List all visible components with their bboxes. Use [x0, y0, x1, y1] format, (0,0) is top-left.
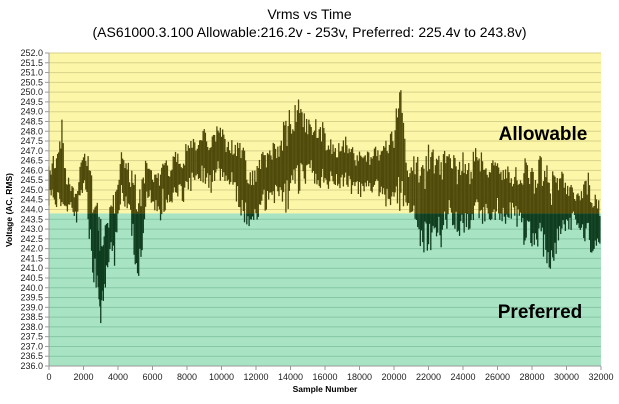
x-tick-label: 32000: [588, 372, 613, 382]
y-tick-label: 251.0: [20, 68, 43, 78]
x-tick-label: 26000: [485, 372, 510, 382]
y-tick-label: 245.0: [20, 185, 43, 195]
x-tick-label: 24000: [450, 372, 475, 382]
y-tick-label: 246.0: [20, 165, 43, 175]
y-tick-label: 249.0: [20, 107, 43, 117]
y-tick-label: 250.0: [20, 87, 43, 97]
x-tick-labels: 0 2000 4000 6000 8000 10000 12000 14000 16000 180…: [46, 372, 613, 382]
y-tick-label: 243.0: [20, 224, 43, 234]
x-tick-label: 28000: [519, 372, 544, 382]
x-tick-label: 6000: [142, 372, 162, 382]
x-tick-label: 20000: [381, 372, 406, 382]
x-tick-label: 22000: [416, 372, 441, 382]
axes: [48, 53, 602, 370]
y-axis-label: Voltage (AC, RMS): [4, 173, 14, 247]
x-tick-label: 10000: [209, 372, 234, 382]
y-tick-label: 236.0: [20, 361, 43, 371]
y-tick-labels: 236.0236.5237.0237.5238.0238.5239.0239.5…: [20, 48, 43, 371]
y-tick-label: 239.0: [20, 302, 43, 312]
y-tick-label: 252.0: [20, 48, 43, 58]
y-tick-label: 237.0: [20, 341, 43, 351]
x-tick-label: 14000: [278, 372, 303, 382]
y-tick-label: 248.5: [20, 116, 43, 126]
y-tick-label: 247.5: [20, 136, 43, 146]
y-tick-label: 238.0: [20, 322, 43, 332]
y-tick-label: 248.0: [20, 126, 43, 136]
y-tick-label: 246.5: [20, 156, 43, 166]
y-tick-label: 247.0: [20, 146, 43, 156]
y-tick-label: 251.5: [20, 58, 43, 68]
x-tick-label: 16000: [312, 372, 337, 382]
x-tick-label: 8000: [177, 372, 197, 382]
x-tick-label: 12000: [243, 372, 268, 382]
y-tick-label: 241.0: [20, 263, 43, 273]
y-tick-label: 244.0: [20, 205, 43, 215]
y-tick-label: 236.5: [20, 351, 43, 361]
y-tick-label: 240.5: [20, 273, 43, 283]
annotation-allowable: Allowable: [499, 124, 588, 145]
y-tick-label: 237.5: [20, 332, 43, 342]
y-tick-label: 249.5: [20, 97, 43, 107]
y-tick-label: 245.5: [20, 175, 43, 185]
y-tick-label: 241.5: [20, 253, 43, 263]
y-tick-label: 242.5: [20, 234, 43, 244]
x-tick-label: 0: [46, 372, 51, 382]
x-tick-label: 18000: [347, 372, 372, 382]
y-tick-label: 244.5: [20, 195, 43, 205]
x-axis-label: Sample Number: [293, 384, 358, 394]
y-tick-label: 242.0: [20, 244, 43, 254]
y-tick-label: 243.5: [20, 214, 43, 224]
data-series: [48, 90, 601, 324]
x-tick-label: 4000: [108, 372, 128, 382]
region-preferred: [49, 213, 601, 366]
y-tick-label: 250.5: [20, 77, 43, 87]
x-tick-label: 2000: [73, 372, 93, 382]
chart-subtitle: (AS61000.3.100 Allowable:216.2v - 253v, …: [92, 24, 527, 40]
chart-title: Vrms vs Time: [267, 6, 352, 22]
y-tick-label: 238.5: [20, 312, 43, 322]
y-tick-label: 239.5: [20, 293, 43, 303]
y-tick-label: 240.0: [20, 283, 43, 293]
annotation-preferred: Preferred: [498, 302, 583, 323]
x-tick-label: 30000: [554, 372, 579, 382]
